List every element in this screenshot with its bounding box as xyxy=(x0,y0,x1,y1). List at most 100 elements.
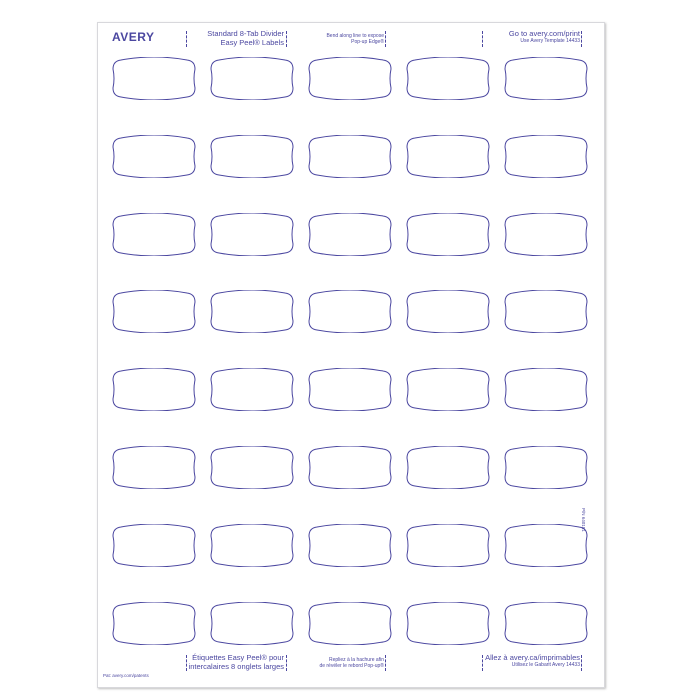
tab-label xyxy=(503,290,589,334)
tab-label xyxy=(405,290,491,334)
patent-note: Pat: avery.com/patents xyxy=(103,673,149,678)
label-outline xyxy=(406,368,490,412)
tab-label xyxy=(209,523,295,567)
header-product-line2: Easy Peel® Labels xyxy=(220,38,284,47)
tab-label xyxy=(111,523,197,567)
label-outline xyxy=(504,523,588,567)
footer-instruction: Repliez à la hachure afin de révéler le … xyxy=(319,657,384,669)
cut-line xyxy=(286,655,287,671)
cut-line xyxy=(581,655,582,671)
tab-label xyxy=(111,446,197,489)
tab-label xyxy=(111,134,197,178)
tab-label xyxy=(503,601,589,645)
label-outline xyxy=(210,57,294,100)
cut-line xyxy=(186,31,187,47)
label-outline xyxy=(112,134,196,178)
avery-logo: AVERY xyxy=(112,30,155,44)
tab-label xyxy=(209,601,295,645)
header-template-text: Use Avery Template 14433 xyxy=(520,38,580,44)
label-outline xyxy=(406,290,490,334)
header-instruction: Bend along line to expose Pop-up Edge® xyxy=(326,33,384,45)
header-website-text: Go to avery.com/print xyxy=(508,29,580,38)
tab-label xyxy=(111,290,197,334)
tab-label xyxy=(111,57,197,100)
label-outline xyxy=(504,57,588,100)
tab-label xyxy=(111,601,197,645)
tab-label xyxy=(307,212,393,256)
tab-label xyxy=(307,57,393,100)
label-outline xyxy=(406,212,490,256)
cut-line xyxy=(482,31,483,47)
label-outline xyxy=(112,290,196,334)
cut-line xyxy=(286,31,287,47)
label-outline xyxy=(308,57,392,100)
label-outline xyxy=(112,523,196,567)
label-outline xyxy=(504,212,588,256)
label-outline xyxy=(504,601,588,645)
label-outline xyxy=(210,523,294,567)
cut-line xyxy=(482,655,483,671)
label-outline xyxy=(210,368,294,412)
footer-instruction-line1: Repliez à la hachure afin xyxy=(328,657,384,663)
header-instruction-line2: Pop-up Edge® xyxy=(351,39,384,45)
label-outline xyxy=(406,446,490,489)
cut-line xyxy=(581,31,582,47)
footer-product-line2: intercalaires 8 onglets larges xyxy=(188,662,284,671)
tab-label xyxy=(209,57,295,100)
tab-label xyxy=(307,601,393,645)
label-outline xyxy=(406,601,490,645)
label-outline xyxy=(504,134,588,178)
label-outline xyxy=(308,212,392,256)
cut-line xyxy=(186,655,187,671)
label-outline xyxy=(406,523,490,567)
label-outline xyxy=(210,212,294,256)
tab-label xyxy=(209,134,295,178)
tab-label xyxy=(405,134,491,178)
header-product-line1: Standard 8-Tab Divider xyxy=(207,29,284,38)
label-outline xyxy=(504,446,588,489)
tab-label xyxy=(503,134,589,178)
tab-label xyxy=(307,134,393,178)
tab-label xyxy=(405,601,491,645)
tab-label xyxy=(209,212,295,256)
tab-label xyxy=(503,57,589,100)
label-outline xyxy=(308,368,392,412)
label-outline xyxy=(210,290,294,334)
label-outline xyxy=(210,601,294,645)
label-sheet: AVERY Standard 8-Tab Divider Easy Peel® … xyxy=(97,22,605,688)
label-outline xyxy=(112,368,196,412)
label-outline xyxy=(308,446,392,489)
tab-label xyxy=(111,368,197,412)
footer-template-text: Utilisez le Gabarit Avery 14433 xyxy=(511,662,580,668)
label-outline xyxy=(504,290,588,334)
label-outline xyxy=(504,368,588,412)
cut-line xyxy=(385,655,386,671)
tab-label xyxy=(503,523,589,567)
footer-website: Allez à avery.ca/imprimables Utilisez le… xyxy=(485,653,580,668)
tab-label xyxy=(307,290,393,334)
header-product: Standard 8-Tab Divider Easy Peel® Labels xyxy=(207,29,284,47)
tab-label xyxy=(307,523,393,567)
header-instruction-line1: Bend along line to expose xyxy=(326,33,384,39)
label-outline xyxy=(210,134,294,178)
tab-label xyxy=(405,368,491,412)
tab-label xyxy=(209,368,295,412)
tab-label xyxy=(209,446,295,489)
part-number: P/N 640181 xyxy=(581,508,586,532)
label-outline xyxy=(210,446,294,489)
tab-label xyxy=(405,57,491,100)
label-outline xyxy=(308,523,392,567)
header-website: Go to avery.com/print Use Avery Template… xyxy=(509,29,580,44)
tab-label xyxy=(503,368,589,412)
tab-label xyxy=(405,446,491,489)
label-outline xyxy=(112,57,196,100)
footer-product-line1: Étiquettes Easy Peel® pour xyxy=(192,653,284,662)
cut-line xyxy=(385,31,386,47)
label-outline xyxy=(112,446,196,489)
label-outline xyxy=(112,212,196,256)
tab-label xyxy=(405,523,491,567)
tab-label xyxy=(503,446,589,489)
label-outline xyxy=(308,601,392,645)
tab-label xyxy=(307,368,393,412)
tab-label xyxy=(307,446,393,489)
